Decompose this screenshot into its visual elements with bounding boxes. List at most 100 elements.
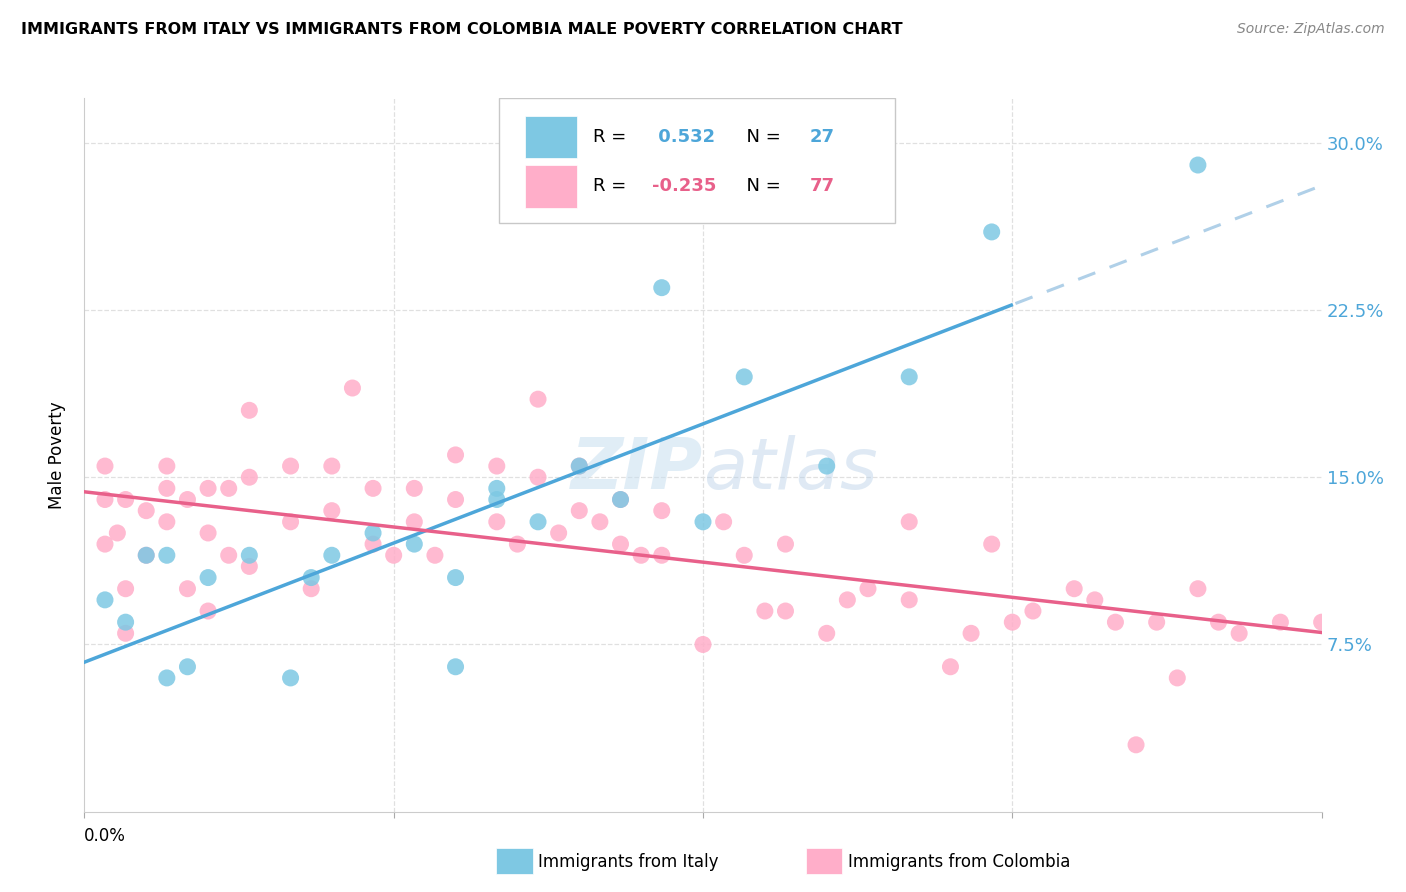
Point <box>960 626 983 640</box>
Point <box>156 515 179 529</box>
Point <box>404 537 426 551</box>
Point <box>404 482 426 496</box>
Point <box>692 637 714 651</box>
Text: -0.235: -0.235 <box>652 178 717 195</box>
Point <box>218 548 240 563</box>
Point <box>238 403 260 417</box>
Point <box>280 671 302 685</box>
Point <box>135 548 157 563</box>
Point <box>692 515 714 529</box>
Point <box>733 548 755 563</box>
Y-axis label: Male Poverty: Male Poverty <box>48 401 66 508</box>
Point <box>114 626 136 640</box>
Point <box>527 515 550 529</box>
Point <box>197 571 219 585</box>
Point <box>980 225 1002 239</box>
Point <box>114 615 136 630</box>
Point <box>238 470 260 484</box>
Point <box>1187 582 1209 596</box>
Point <box>176 582 198 596</box>
Point <box>299 571 322 585</box>
Text: N =: N = <box>735 178 787 195</box>
Point <box>815 626 838 640</box>
Point <box>1187 158 1209 172</box>
Point <box>609 537 631 551</box>
Text: Source: ZipAtlas.com: Source: ZipAtlas.com <box>1237 22 1385 37</box>
Text: 77: 77 <box>810 178 834 195</box>
Text: Immigrants from Italy: Immigrants from Italy <box>538 853 718 871</box>
Point <box>94 459 117 474</box>
Point <box>485 515 508 529</box>
Point <box>156 482 179 496</box>
Text: 0.0%: 0.0% <box>84 828 127 846</box>
Point <box>1208 615 1230 630</box>
Point <box>485 492 508 507</box>
Text: ZIP: ZIP <box>571 434 703 504</box>
Point <box>589 515 612 529</box>
Point <box>218 482 240 496</box>
Point <box>754 604 776 618</box>
Point <box>1104 615 1126 630</box>
FancyBboxPatch shape <box>499 98 894 223</box>
Point <box>898 592 921 607</box>
Point <box>361 537 384 551</box>
Point <box>156 671 179 685</box>
Point <box>321 503 343 517</box>
Point <box>1063 582 1085 596</box>
Point <box>815 459 838 474</box>
Point <box>114 582 136 596</box>
Point <box>609 492 631 507</box>
Point <box>382 548 405 563</box>
Point <box>105 526 128 541</box>
FancyBboxPatch shape <box>524 165 576 208</box>
Text: atlas: atlas <box>703 434 877 504</box>
Point <box>423 548 446 563</box>
Point <box>506 537 529 551</box>
Point <box>135 548 157 563</box>
Point <box>568 503 591 517</box>
Point <box>568 459 591 474</box>
Point <box>361 526 384 541</box>
Text: Immigrants from Colombia: Immigrants from Colombia <box>848 853 1070 871</box>
Point <box>94 592 117 607</box>
Text: N =: N = <box>735 128 787 146</box>
Point <box>321 548 343 563</box>
Text: 0.532: 0.532 <box>652 128 716 146</box>
Point <box>609 492 631 507</box>
Point <box>1001 615 1024 630</box>
Point <box>135 503 157 517</box>
Point <box>733 369 755 384</box>
Point <box>114 492 136 507</box>
Point <box>651 548 673 563</box>
Text: R =: R = <box>593 178 631 195</box>
Point <box>94 492 117 507</box>
Point <box>156 548 179 563</box>
Point <box>651 503 673 517</box>
Point <box>485 459 508 474</box>
Point <box>775 537 797 551</box>
Point <box>238 559 260 574</box>
Point <box>527 470 550 484</box>
Point <box>280 515 302 529</box>
Point <box>176 492 198 507</box>
Point <box>980 537 1002 551</box>
Point <box>898 369 921 384</box>
Point <box>1146 615 1168 630</box>
Point <box>1227 626 1250 640</box>
Point <box>527 392 550 407</box>
FancyBboxPatch shape <box>524 116 576 158</box>
Text: IMMIGRANTS FROM ITALY VS IMMIGRANTS FROM COLOMBIA MALE POVERTY CORRELATION CHART: IMMIGRANTS FROM ITALY VS IMMIGRANTS FROM… <box>21 22 903 37</box>
Point <box>1166 671 1188 685</box>
Point <box>444 448 467 462</box>
Point <box>651 281 673 295</box>
Point <box>837 592 859 607</box>
Point <box>197 482 219 496</box>
Point <box>939 660 962 674</box>
Point <box>1125 738 1147 752</box>
Point <box>321 459 343 474</box>
Text: R =: R = <box>593 128 631 146</box>
Point <box>156 459 179 474</box>
Point <box>444 571 467 585</box>
Point <box>630 548 652 563</box>
Point <box>404 515 426 529</box>
